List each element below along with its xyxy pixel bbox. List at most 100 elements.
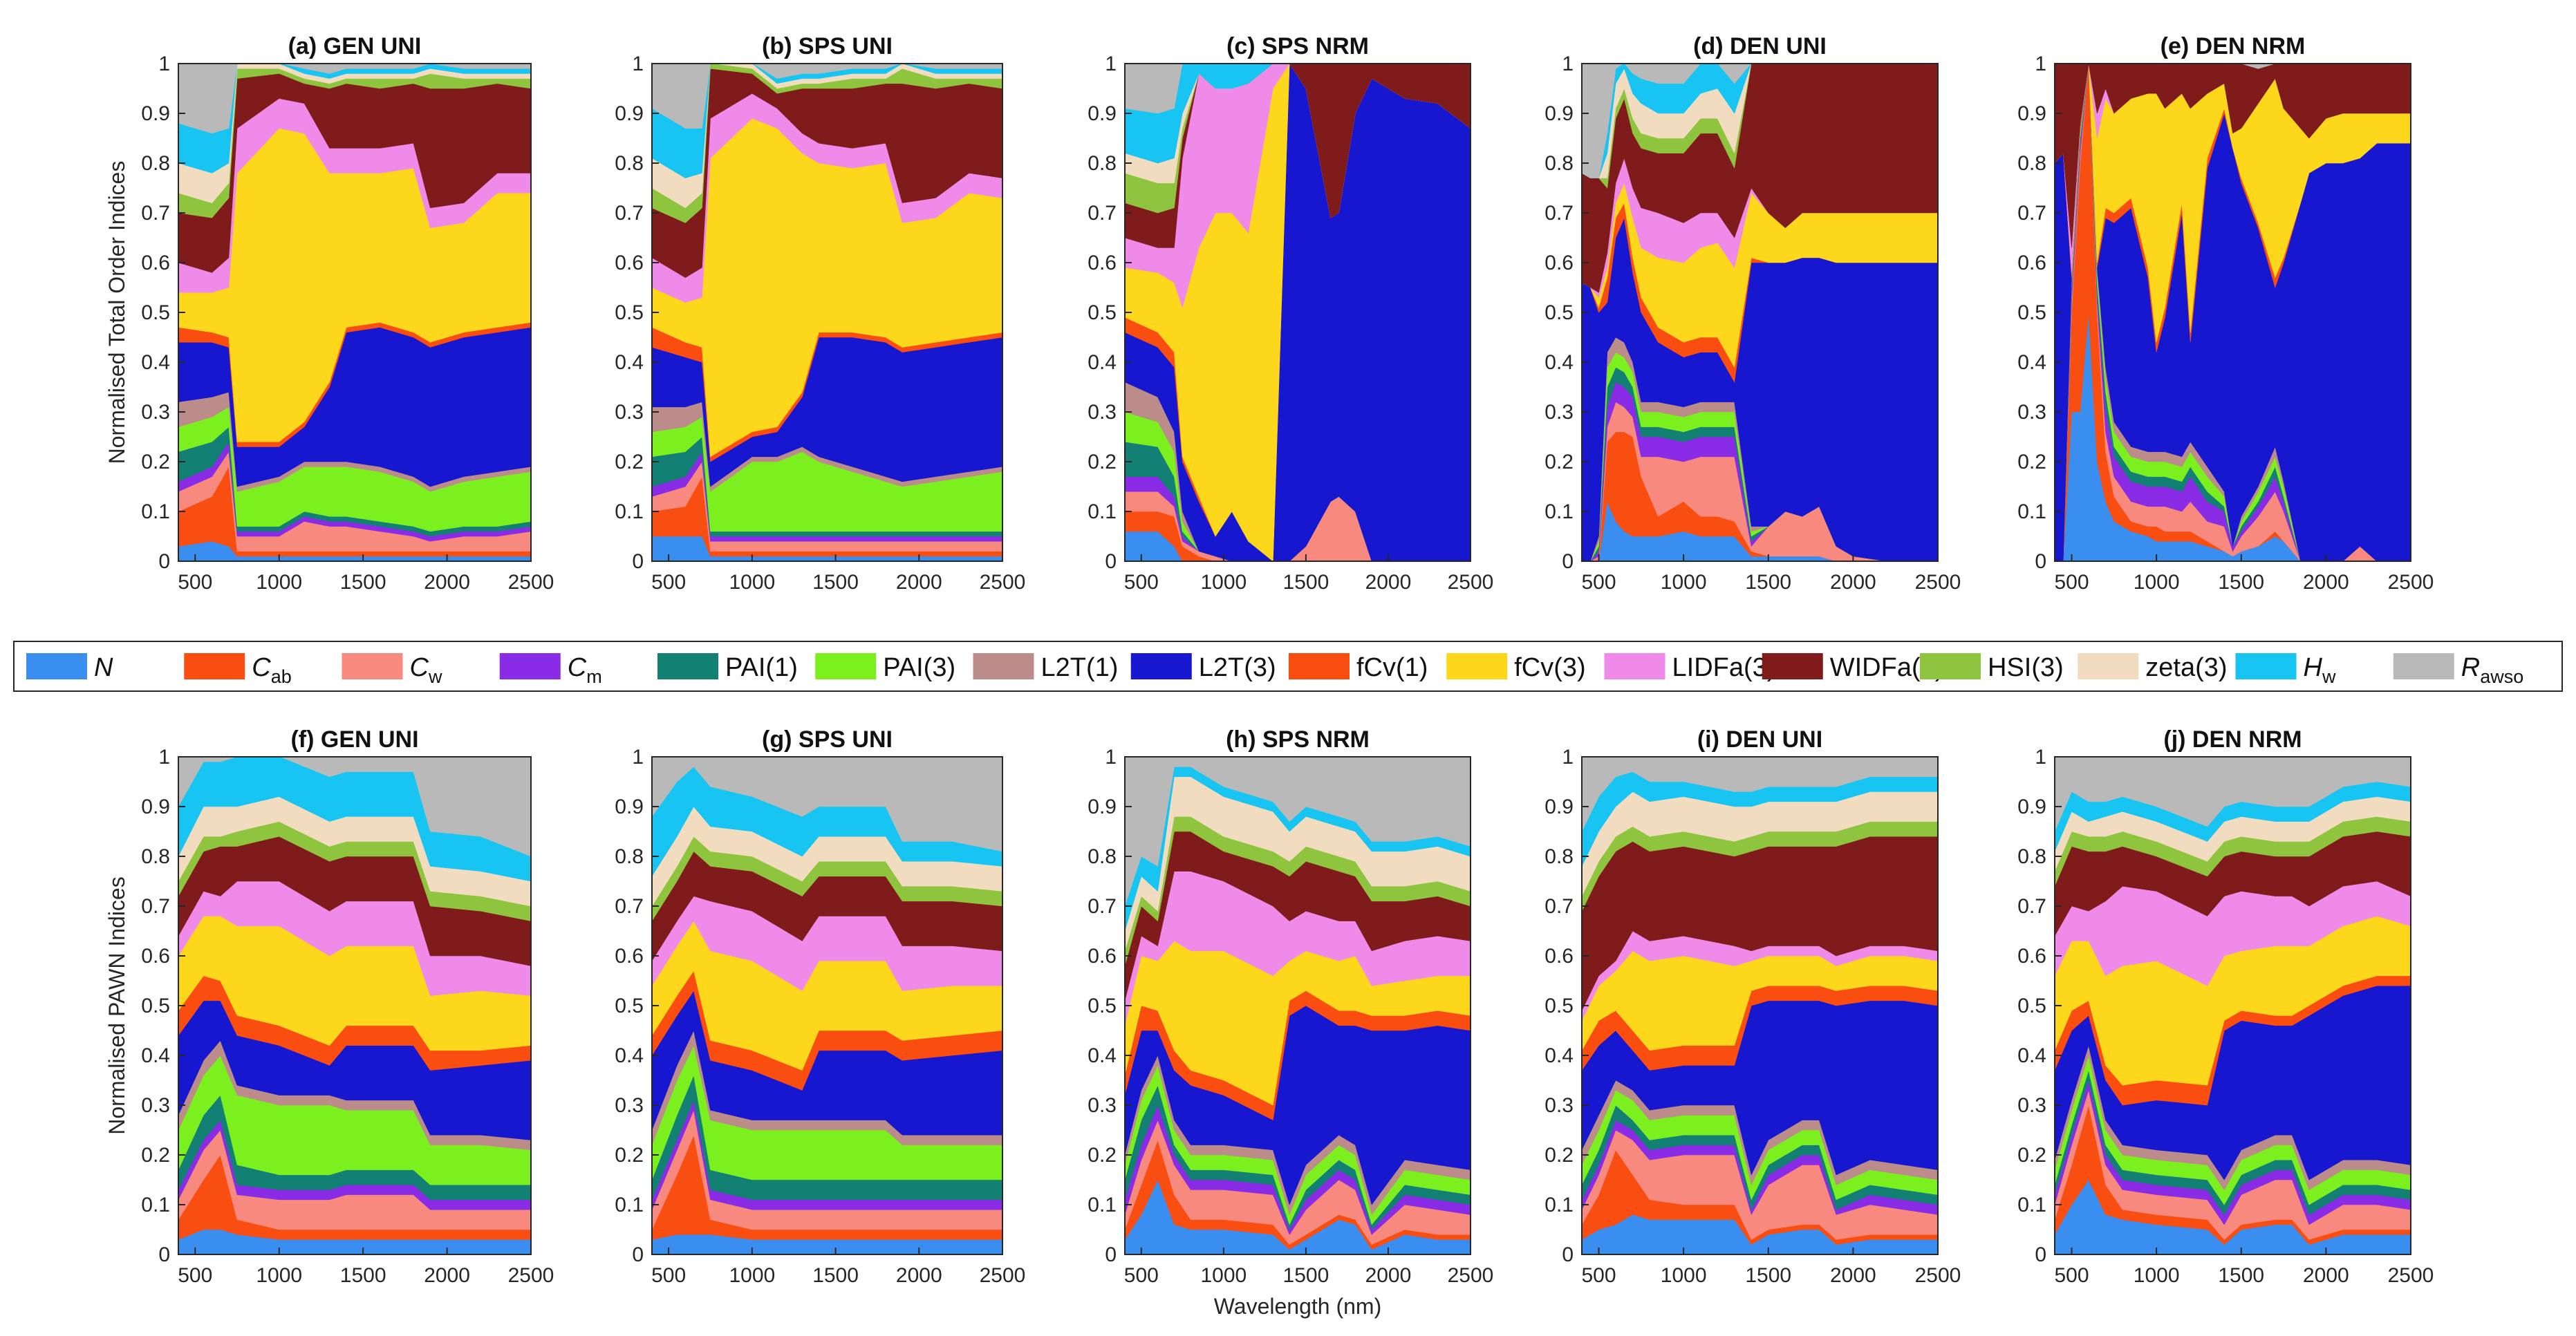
legend-label-sub: m xyxy=(586,666,602,687)
legend-swatch xyxy=(1604,653,1665,679)
y-tick-label: 0.7 xyxy=(1544,202,1574,225)
y-tick-label: 0.1 xyxy=(2017,1194,2046,1216)
y-tick-label: 1 xyxy=(1562,53,1574,75)
y-tick-label: 0.6 xyxy=(1088,252,1117,274)
x-tick-label: 500 xyxy=(2054,1264,2089,1287)
y-tick-label: 0.1 xyxy=(1544,1194,1574,1216)
x-tick-label: 500 xyxy=(651,1264,686,1287)
x-tick-label: 1000 xyxy=(1200,571,1247,594)
y-tick-label: 0.9 xyxy=(141,796,170,818)
legend-label: L2T(3) xyxy=(1199,653,1276,682)
area-rawso xyxy=(2055,757,2411,832)
legend-label-main: fCv(3) xyxy=(1514,653,1585,682)
y-tick-label: 0.1 xyxy=(141,500,170,523)
legend-item: WIDFa(3) xyxy=(1762,653,1943,682)
area-rawso xyxy=(1582,757,1938,832)
y-tick-label: 0.3 xyxy=(1088,401,1117,424)
y-tick-label: 0.9 xyxy=(2017,796,2046,818)
legend-swatch xyxy=(815,653,877,679)
y-tick-label: 0.2 xyxy=(1544,451,1574,473)
panel-title: (c) SPS NRM xyxy=(1226,33,1369,59)
stacked-areas xyxy=(1125,757,1471,1254)
x-tick-label: 500 xyxy=(1581,1264,1616,1287)
stacked-areas xyxy=(652,757,1002,1254)
area-rawso xyxy=(652,64,1002,129)
x-tick-label: 2000 xyxy=(896,1264,942,1287)
x-tick-label: 1000 xyxy=(1661,1264,1707,1287)
x-tick-label: 1000 xyxy=(2134,571,2180,594)
y-tick-label: 0.9 xyxy=(615,102,644,125)
stacked-areas xyxy=(178,757,531,1254)
x-tick-label: 2500 xyxy=(508,1264,554,1287)
y-tick-label: 0.3 xyxy=(615,1094,644,1117)
y-tick-label: 0.3 xyxy=(1544,1094,1574,1117)
y-tick-label: 1 xyxy=(158,746,170,769)
y-tick-label: 0.5 xyxy=(141,995,170,1017)
y-tick-label: 0 xyxy=(158,550,170,573)
x-tick-label: 2000 xyxy=(424,1264,470,1287)
x-tick-label: 2500 xyxy=(1915,1264,1961,1287)
legend-item: HSI(3) xyxy=(1920,653,2064,682)
y-tick-label: 0.6 xyxy=(615,945,644,968)
area-n xyxy=(1125,531,1471,561)
y-tick-label: 0.3 xyxy=(2017,1094,2046,1117)
legend-label-main: zeta(3) xyxy=(2145,653,2227,682)
y-tick-label: 1 xyxy=(2035,53,2046,75)
y-tick-label: 0.8 xyxy=(615,845,644,868)
y-tick-label: 0.1 xyxy=(1088,1194,1117,1216)
y-tick-label: 0.5 xyxy=(615,301,644,324)
legend-label-main: R xyxy=(2461,653,2480,682)
panel-title: (h) SPS NRM xyxy=(1226,726,1370,753)
y-tick-label: 0.6 xyxy=(1088,945,1117,968)
y-tick-label: 0.2 xyxy=(615,451,644,473)
y-tick-label: 0.2 xyxy=(1088,451,1117,473)
legend-label-main: HSI(3) xyxy=(1988,653,2064,682)
y-tick-label: 1 xyxy=(632,746,644,769)
legend-label-main: C xyxy=(410,653,429,682)
y-tick-label: 0.4 xyxy=(615,351,644,374)
y-tick-label: 1 xyxy=(1562,746,1574,769)
x-tick-label: 500 xyxy=(1124,571,1159,594)
legend-item: PAI(1) xyxy=(657,653,798,682)
y-axis-label: Normalised Total Order Indices xyxy=(104,161,129,464)
x-tick-label: 1000 xyxy=(256,1264,302,1287)
y-tick-label: 0.4 xyxy=(141,1044,170,1067)
x-tick-label: 1500 xyxy=(812,1264,859,1287)
y-tick-label: 0.8 xyxy=(1544,152,1574,175)
y-tick-label: 0.8 xyxy=(1544,845,1574,868)
legend-label-main: L2T(3) xyxy=(1199,653,1276,682)
y-tick-label: 0.2 xyxy=(615,1144,644,1167)
y-tick-label: 0.7 xyxy=(1088,895,1117,918)
legend-swatch xyxy=(499,653,561,679)
y-tick-label: 0.9 xyxy=(2017,102,2046,125)
y-tick-label: 0 xyxy=(632,550,644,573)
stacked-areas xyxy=(2055,757,2411,1254)
y-tick-label: 0.7 xyxy=(615,895,644,918)
y-tick-label: 0.7 xyxy=(1544,895,1574,918)
legend-item: L2T(1) xyxy=(973,653,1118,682)
y-tick-label: 0.9 xyxy=(615,796,644,818)
legend-label: PAI(1) xyxy=(725,653,798,682)
x-tick-label: 2000 xyxy=(1365,1264,1412,1287)
y-tick-label: 0.7 xyxy=(615,202,644,225)
legend-label-sub: w xyxy=(428,666,442,687)
y-tick-label: 0.2 xyxy=(2017,451,2046,473)
area-cab xyxy=(1125,511,1471,561)
y-tick-label: 0 xyxy=(2035,1243,2046,1266)
y-tick-label: 0.7 xyxy=(141,895,170,918)
legend-swatch xyxy=(342,653,403,679)
y-tick-label: 1 xyxy=(158,53,170,75)
legend-item: zeta(3) xyxy=(2078,653,2228,682)
x-tick-label: 2500 xyxy=(508,571,554,594)
x-tick-label: 2000 xyxy=(2303,1264,2349,1287)
y-tick-label: 0.6 xyxy=(141,945,170,968)
panel-title: (j) DEN NRM xyxy=(2163,726,2302,753)
legend-swatch xyxy=(1920,653,1981,679)
y-tick-label: 0.5 xyxy=(141,301,170,324)
x-tick-label: 2500 xyxy=(1448,571,1494,594)
